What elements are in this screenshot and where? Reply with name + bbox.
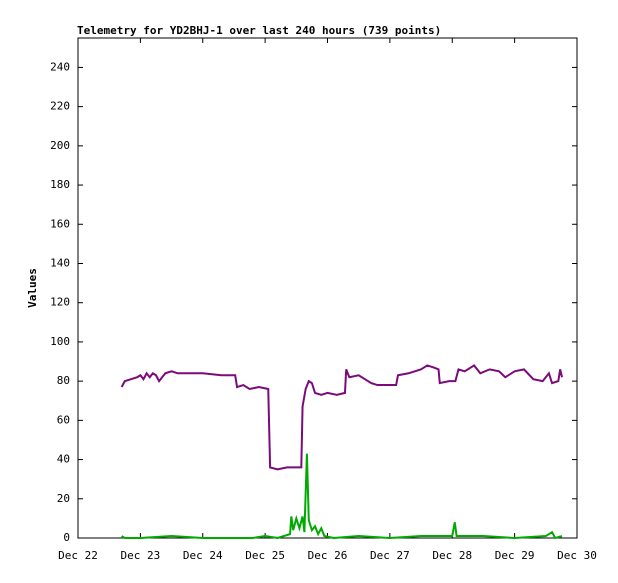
y-axis-label: Values (26, 268, 39, 308)
x-tick-label: Dec 25 (245, 549, 285, 562)
y-tick-label: 180 (50, 178, 70, 191)
series-line (120, 364, 564, 471)
y-tick-label: 140 (50, 256, 70, 269)
y-tick-label: 240 (50, 60, 70, 73)
x-tick-label: Dec 30 (557, 549, 597, 562)
y-tick-label: 40 (57, 453, 70, 466)
chart-title: Telemetry for YD2BHJ-1 over last 240 hou… (77, 24, 441, 37)
y-tick-label: 80 (57, 374, 70, 387)
y-tick-label: 220 (50, 100, 70, 113)
y-tick-label: 60 (57, 413, 70, 426)
x-tick-label: Dec 28 (432, 549, 472, 562)
x-tick-label: Dec 23 (121, 549, 161, 562)
y-tick-label: 0 (63, 531, 70, 544)
plot-frame (77, 37, 578, 539)
y-tick-label: 200 (50, 139, 70, 152)
y-tick-label: 160 (50, 217, 70, 230)
x-tick-label: Dec 24 (183, 549, 223, 562)
series-line (121, 453, 563, 540)
y-tick-label: 120 (50, 296, 70, 309)
y-tick-label: 100 (50, 335, 70, 348)
x-tick-label: Dec 26 (308, 549, 348, 562)
y-tick-label: 20 (57, 492, 70, 505)
x-tick-label: Dec 27 (370, 549, 410, 562)
x-tick-label: Dec 22 (58, 549, 98, 562)
x-tick-label: Dec 29 (495, 549, 535, 562)
